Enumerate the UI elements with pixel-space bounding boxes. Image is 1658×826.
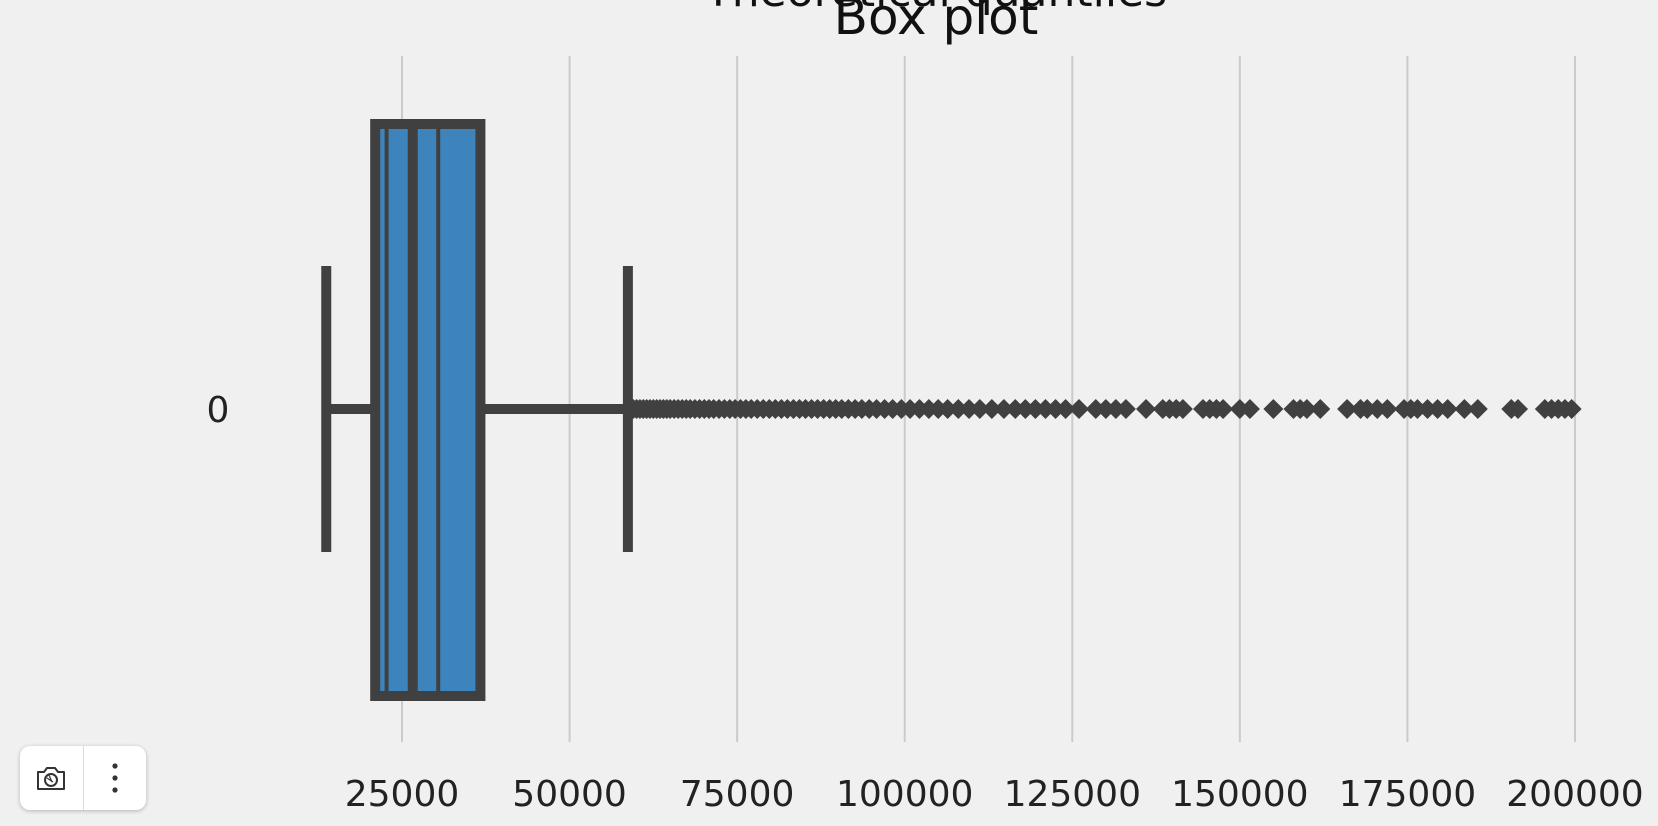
outlier-point (1045, 399, 1066, 419)
outlier-point (1437, 399, 1458, 419)
outlier-point (1229, 399, 1250, 419)
outlier-point (969, 399, 990, 419)
x-tick-label: 200000 (1506, 774, 1643, 815)
toolbar-divider (82, 746, 84, 810)
outlier-point (1454, 399, 1475, 419)
outlier-point (1068, 399, 1089, 419)
outlier-point (1377, 399, 1398, 419)
screenshot-button[interactable] (20, 746, 83, 810)
outlier-point (1055, 399, 1076, 419)
outlier-point (1172, 399, 1193, 419)
figure-toolbar (20, 746, 146, 810)
outliers (619, 399, 1582, 419)
outlier-point (1085, 399, 1106, 419)
outlier-point (1005, 399, 1026, 419)
outlier-point (948, 399, 969, 419)
x-tick-label: 25000 (345, 774, 460, 815)
outlier-point (1310, 399, 1331, 419)
outlier-point (1263, 399, 1284, 419)
outlier-point (1239, 399, 1260, 419)
grid-lines (401, 56, 1576, 742)
x-tick-label: 125000 (1004, 774, 1141, 815)
x-tick-labels: 25000 50000 75000 100000 125000 150000 175000 2… (345, 774, 1644, 815)
outlier-point (1115, 399, 1136, 419)
outlier-point (1417, 399, 1438, 419)
outlier-point (1035, 399, 1056, 419)
outlier-point (1213, 399, 1234, 419)
outlier-point (937, 399, 958, 419)
outlier-point (1467, 399, 1488, 419)
x-tick-label: 50000 (512, 774, 627, 815)
outlier-point (1337, 399, 1358, 419)
plot-area (321, 119, 1582, 701)
outlier-point (959, 399, 980, 419)
outlier-point (1025, 399, 1046, 419)
outlier-point (1296, 399, 1317, 419)
x-tick-label: 100000 (836, 774, 973, 815)
camera-lens-icon (37, 767, 66, 790)
outlier-point (1136, 399, 1157, 419)
more-options-button[interactable] (84, 746, 147, 810)
chart-title: Box plot (834, 0, 1039, 46)
outlier-point (993, 399, 1014, 419)
outlier-point (1367, 399, 1388, 419)
outlier-point (1105, 399, 1126, 419)
chart-subtitle: Theoretical quantiles (704, 0, 1167, 17)
outlier-point (1561, 399, 1582, 419)
outlier-point (1357, 399, 1378, 419)
more-vertical-icon (112, 763, 118, 793)
outlier-point (1427, 399, 1448, 419)
outlier-point (1407, 399, 1428, 419)
outlier-point (1508, 399, 1529, 419)
iqr-box (370, 119, 486, 701)
y-tick-labels: 0 (207, 390, 230, 431)
x-tick-label: 150000 (1171, 774, 1308, 815)
outlier-point (1015, 399, 1036, 419)
outlier-point (1095, 399, 1116, 419)
x-tick-label: 175000 (1339, 774, 1476, 815)
x-tick-label: 75000 (680, 774, 795, 815)
y-tick-label: 0 (207, 390, 230, 431)
outlier-point (981, 399, 1002, 419)
